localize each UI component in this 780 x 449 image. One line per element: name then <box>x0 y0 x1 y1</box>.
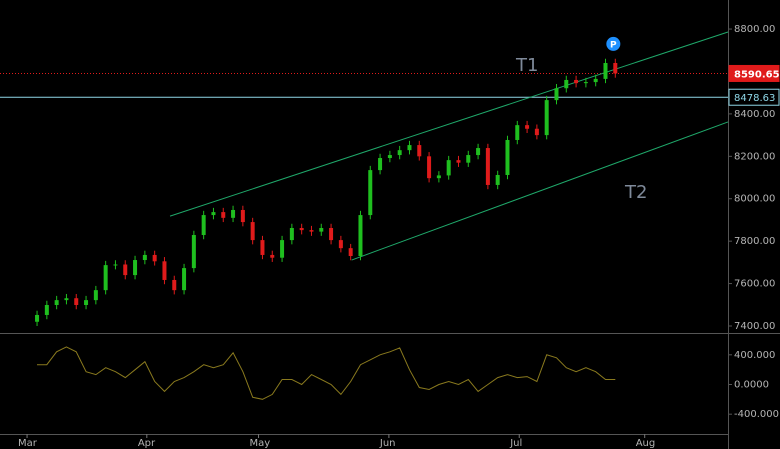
candle-body <box>309 230 314 232</box>
oscillator-line <box>37 346 616 400</box>
level-tag <box>728 88 780 106</box>
y-tick-label: 7400.00 <box>734 321 775 332</box>
candle-body <box>289 228 294 241</box>
candle-body <box>329 228 334 241</box>
candle-body <box>93 290 98 301</box>
candle-body <box>338 240 343 249</box>
x-tick-label: Jul <box>509 438 522 449</box>
y-tick-label: 8200.00 <box>734 151 775 162</box>
candle-body <box>446 160 451 176</box>
candle-body <box>427 156 432 179</box>
candle-body <box>250 222 255 241</box>
y-tick-label: -400.000 <box>734 409 779 420</box>
candle-body <box>280 240 285 258</box>
candle-body <box>476 148 481 156</box>
candle-body <box>270 254 275 258</box>
candle-body <box>299 228 304 231</box>
candle-body <box>84 300 89 306</box>
candle-body <box>378 158 383 171</box>
candle-body <box>554 88 559 101</box>
candle-body <box>64 298 69 301</box>
candle-body <box>387 155 392 159</box>
x-tick-label: May <box>250 438 271 449</box>
candle-body <box>319 228 324 232</box>
candle-body <box>466 155 471 163</box>
y-tick-label: 7600.00 <box>734 279 775 290</box>
candle-body <box>231 209 236 218</box>
candle-body <box>593 78 598 83</box>
trendline-label: T1 <box>515 55 538 76</box>
candle-body <box>407 145 412 151</box>
candle-body <box>544 100 549 136</box>
x-tick-label: Jun <box>379 438 396 449</box>
candle-body <box>613 62 618 74</box>
candle-body <box>103 265 108 291</box>
candle-body <box>113 264 118 266</box>
x-tick-label: Aug <box>636 438 656 449</box>
candle-body <box>74 298 79 306</box>
candle-body <box>603 62 608 79</box>
candle-body <box>123 264 128 276</box>
x-tick-label: Mar <box>18 438 38 449</box>
trendline-label: T2 <box>624 182 647 203</box>
candle-body <box>162 261 167 280</box>
candle-body <box>211 212 216 216</box>
candle-body <box>583 82 588 84</box>
candle-body <box>525 125 530 129</box>
y-tick-label: 400.000 <box>734 350 775 361</box>
candle-body <box>142 254 147 261</box>
candle-body <box>44 305 49 315</box>
candle-body <box>564 79 569 89</box>
y-tick-label: 8000.00 <box>734 194 775 205</box>
y-tick-label: 0.0000 <box>734 380 769 391</box>
level-label: 8590.65 <box>734 69 780 80</box>
candle-body <box>240 209 245 223</box>
marker-label: P <box>610 40 617 50</box>
candle-body <box>485 148 490 185</box>
candle-body <box>221 212 226 218</box>
candle-body <box>182 268 187 291</box>
y-tick-label: 8400.00 <box>734 109 775 120</box>
y-tick-label: 7800.00 <box>734 236 775 247</box>
candle-body <box>201 215 206 236</box>
candle-body <box>54 300 59 306</box>
candle-body <box>133 260 138 276</box>
candle-body <box>397 150 402 156</box>
candle-body <box>515 125 520 140</box>
level-tag <box>728 64 780 82</box>
candle-body <box>260 240 265 255</box>
candle-body <box>417 145 422 157</box>
candle-body <box>456 160 461 163</box>
candle-body <box>191 235 196 269</box>
candle-body <box>436 175 441 179</box>
marker <box>606 36 621 51</box>
x-tick-label: Apr <box>138 438 156 449</box>
level-label: 8478.63 <box>734 93 775 104</box>
candle-body <box>348 248 353 257</box>
candle-body <box>172 279 177 291</box>
candle-body <box>574 79 579 84</box>
candle-body <box>495 174 500 185</box>
candle-body <box>358 215 363 257</box>
y-tick-label: 8800.00 <box>734 24 775 35</box>
candle-body <box>368 170 373 216</box>
candle-body <box>35 314 40 322</box>
candle-body <box>534 128 539 136</box>
trendline <box>351 121 729 261</box>
candle-body <box>152 254 157 262</box>
candle-body <box>505 139 510 175</box>
trendline <box>169 31 729 217</box>
